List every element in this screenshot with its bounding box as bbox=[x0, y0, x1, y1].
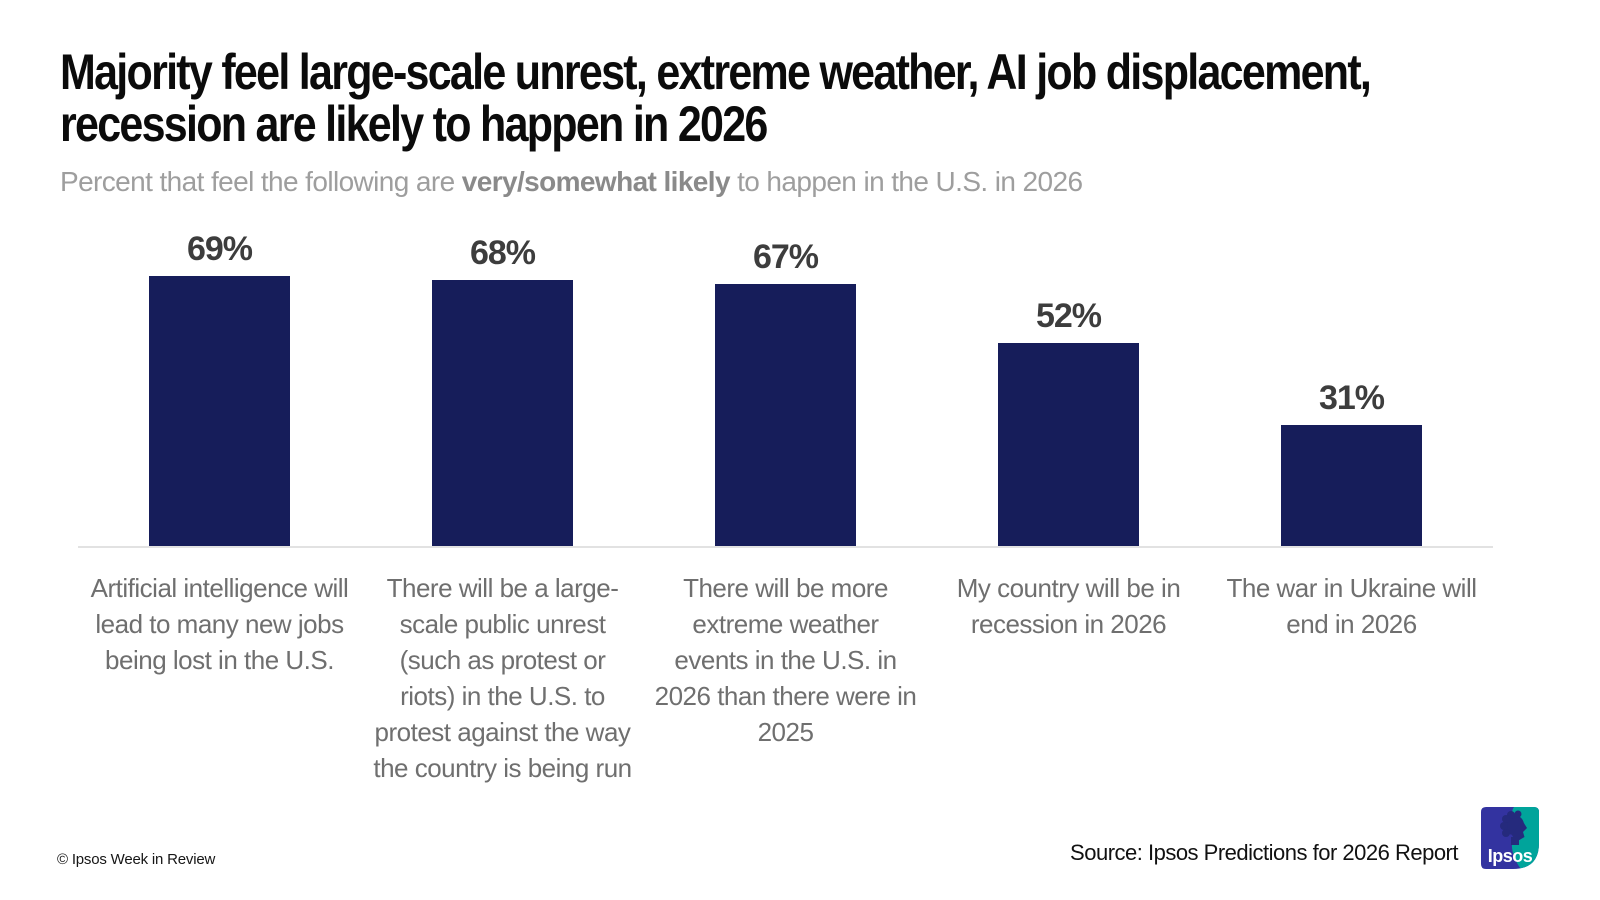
category-label: Artificial intelligence will lead to man… bbox=[90, 573, 349, 675]
category-label: The war in Ukraine will end in 2026 bbox=[1226, 573, 1477, 639]
plot-area: 69% 68% 67% 52% 31% bbox=[78, 222, 1493, 548]
chart-subtitle: Percent that feel the following are very… bbox=[60, 166, 1560, 198]
bar-value-label: 52% bbox=[1035, 297, 1102, 335]
ipsos-logo-face-silhouette bbox=[1500, 810, 1527, 845]
category-label: There will be a large-scale public unres… bbox=[373, 573, 632, 783]
subtitle-suffix: to happen in the U.S. in 2026 bbox=[729, 166, 1083, 197]
subtitle-prefix: Percent that feel the following are bbox=[60, 166, 462, 197]
page-title-line-2: recession are likely to happen in 2026 bbox=[60, 96, 768, 152]
ipsos-logo: Ipsos bbox=[1481, 807, 1539, 869]
bar-value-label: 69% bbox=[186, 230, 253, 268]
bar-column: 52% bbox=[927, 297, 1210, 546]
bar bbox=[998, 343, 1139, 546]
bar-column: 69% bbox=[78, 230, 361, 546]
bar-value-label: 68% bbox=[469, 234, 536, 272]
category-label: My country will be in recession in 2026 bbox=[956, 573, 1181, 639]
copyright-note: © Ipsos Week in Review bbox=[57, 851, 216, 868]
bar-column: 31% bbox=[1210, 379, 1493, 546]
bar-column: 67% bbox=[644, 238, 927, 546]
bar bbox=[715, 284, 856, 546]
bar bbox=[149, 276, 290, 546]
chart-header: Majority feel large-scale unrest, extrem… bbox=[60, 46, 1560, 198]
ipsos-logo-wordmark: Ipsos bbox=[1488, 846, 1533, 866]
bar-value-label: 31% bbox=[1318, 379, 1385, 417]
subtitle-bold-phrase: very/somewhat likely bbox=[461, 166, 731, 197]
source-note: Source: Ipsos Predictions for 2026 Repor… bbox=[1070, 840, 1458, 865]
category-label: There will be more extreme weather event… bbox=[654, 573, 917, 747]
bar-value-label: 67% bbox=[752, 238, 819, 276]
bar bbox=[1281, 425, 1422, 546]
page-title: Majority feel large-scale unrest, extrem… bbox=[60, 46, 1560, 150]
category-labels-row: Artificial intelligence will lead to man… bbox=[78, 570, 1493, 786]
bar bbox=[432, 280, 573, 546]
bar-chart: 69% 68% 67% 52% 31% Artificial intelligence … bbox=[78, 222, 1493, 786]
bar-column: 68% bbox=[361, 234, 644, 546]
page-title-line-1: Majority feel large-scale unrest, extrem… bbox=[60, 44, 1372, 100]
